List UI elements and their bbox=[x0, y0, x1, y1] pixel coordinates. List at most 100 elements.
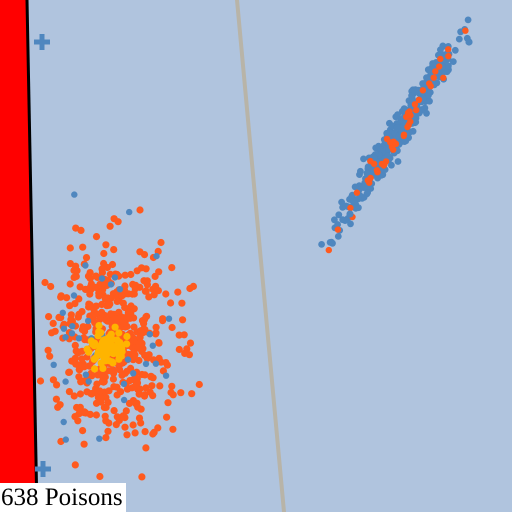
orange-agent bbox=[155, 339, 163, 347]
orange-agent bbox=[140, 392, 149, 400]
blue-agent bbox=[335, 211, 343, 219]
plus-marker-icon[interactable] bbox=[35, 461, 51, 477]
yellow-agent bbox=[115, 353, 124, 361]
orange-agent bbox=[113, 391, 121, 399]
orange-agent bbox=[45, 313, 53, 321]
yellow-agent bbox=[85, 348, 93, 356]
orange-agent bbox=[142, 444, 150, 452]
orange-agent bbox=[81, 327, 89, 335]
orange-agent bbox=[118, 292, 126, 300]
orange-agent bbox=[116, 314, 124, 322]
orange-agent bbox=[152, 323, 160, 331]
blue-agent bbox=[439, 42, 447, 50]
orange-agent bbox=[92, 310, 100, 318]
yellow-agent bbox=[116, 338, 124, 347]
orange-agent bbox=[67, 315, 75, 323]
blue-agent bbox=[124, 356, 132, 363]
blue-agent bbox=[334, 233, 342, 240]
orange-agent bbox=[92, 302, 100, 310]
plus-marker-icon[interactable] bbox=[34, 34, 50, 50]
blue-agent bbox=[455, 35, 463, 43]
blue-agent bbox=[69, 323, 76, 330]
orange-agent bbox=[96, 387, 104, 395]
blue-agent bbox=[393, 124, 401, 131]
orange-agent bbox=[66, 280, 74, 288]
orange-agent bbox=[148, 382, 156, 390]
blue-agent bbox=[84, 317, 92, 325]
blue-agent bbox=[402, 137, 410, 145]
orange-agent bbox=[111, 315, 119, 323]
orange-agent bbox=[334, 226, 342, 233]
blue-agent bbox=[451, 46, 459, 54]
orange-agent bbox=[102, 316, 110, 324]
yellow-agent bbox=[103, 345, 111, 353]
orange-agent bbox=[353, 189, 361, 196]
orange-agent bbox=[122, 407, 130, 415]
orange-agent bbox=[92, 283, 100, 291]
orange-agent bbox=[178, 299, 186, 307]
orange-agent bbox=[115, 308, 123, 316]
trail-line bbox=[235, 0, 286, 512]
orange-agent bbox=[96, 472, 104, 481]
blue-agent bbox=[98, 275, 106, 282]
orange-agent bbox=[105, 387, 113, 395]
yellow-agent bbox=[87, 337, 95, 345]
blue-agent bbox=[50, 361, 57, 368]
blue-agent bbox=[363, 169, 371, 177]
blue-agent bbox=[120, 380, 128, 388]
orange-agent bbox=[149, 285, 157, 293]
blue-agent bbox=[60, 418, 67, 426]
orange-agent bbox=[71, 413, 79, 421]
orange-agent bbox=[129, 421, 137, 429]
orange-agent bbox=[63, 294, 71, 302]
orange-agent bbox=[133, 375, 141, 383]
orange-agent bbox=[102, 434, 110, 442]
orange-agent bbox=[80, 408, 88, 416]
blue-agent bbox=[443, 68, 451, 76]
orange-agent bbox=[80, 334, 88, 342]
orange-agent bbox=[104, 398, 112, 407]
orange-agent bbox=[413, 106, 420, 114]
orange-agent bbox=[141, 326, 149, 334]
orange-agent bbox=[180, 331, 188, 339]
blue-agent bbox=[75, 335, 83, 342]
orange-agent bbox=[86, 274, 94, 283]
orange-agent bbox=[143, 277, 151, 285]
blue-agent bbox=[70, 292, 78, 299]
orange-agent bbox=[75, 310, 83, 318]
orange-agent bbox=[93, 380, 101, 388]
orange-agent bbox=[155, 268, 163, 276]
blue-agent bbox=[425, 92, 432, 99]
orange-agent bbox=[157, 238, 165, 247]
blue-agent bbox=[465, 38, 473, 46]
orange-agent bbox=[49, 319, 57, 327]
orange-agent bbox=[432, 68, 439, 75]
blue-agent bbox=[360, 155, 367, 163]
blue-agent bbox=[423, 109, 430, 117]
orange-agent bbox=[95, 292, 103, 300]
orange-agent bbox=[79, 427, 87, 435]
orange-agent bbox=[71, 341, 79, 349]
orange-agent bbox=[130, 305, 138, 313]
orange-agent bbox=[127, 364, 135, 372]
blue-agent bbox=[347, 220, 354, 228]
orange-agent bbox=[145, 351, 153, 359]
blue-agent bbox=[165, 315, 173, 322]
orange-agent bbox=[411, 101, 419, 108]
orange-agent bbox=[142, 287, 150, 295]
wall-edge bbox=[25, 0, 39, 512]
orange-agent bbox=[130, 323, 138, 331]
blue-agent bbox=[364, 189, 371, 197]
orange-agent bbox=[168, 323, 176, 332]
orange-agent bbox=[66, 244, 74, 252]
orange-agent bbox=[168, 382, 176, 390]
orange-agent bbox=[195, 380, 203, 389]
blue-agent bbox=[357, 167, 364, 175]
orange-agent bbox=[159, 315, 167, 323]
orange-agent bbox=[76, 390, 84, 398]
yellow-agent bbox=[110, 343, 118, 351]
orange-agent bbox=[124, 290, 132, 298]
orange-agent bbox=[400, 131, 408, 138]
orange-agent bbox=[109, 366, 117, 374]
